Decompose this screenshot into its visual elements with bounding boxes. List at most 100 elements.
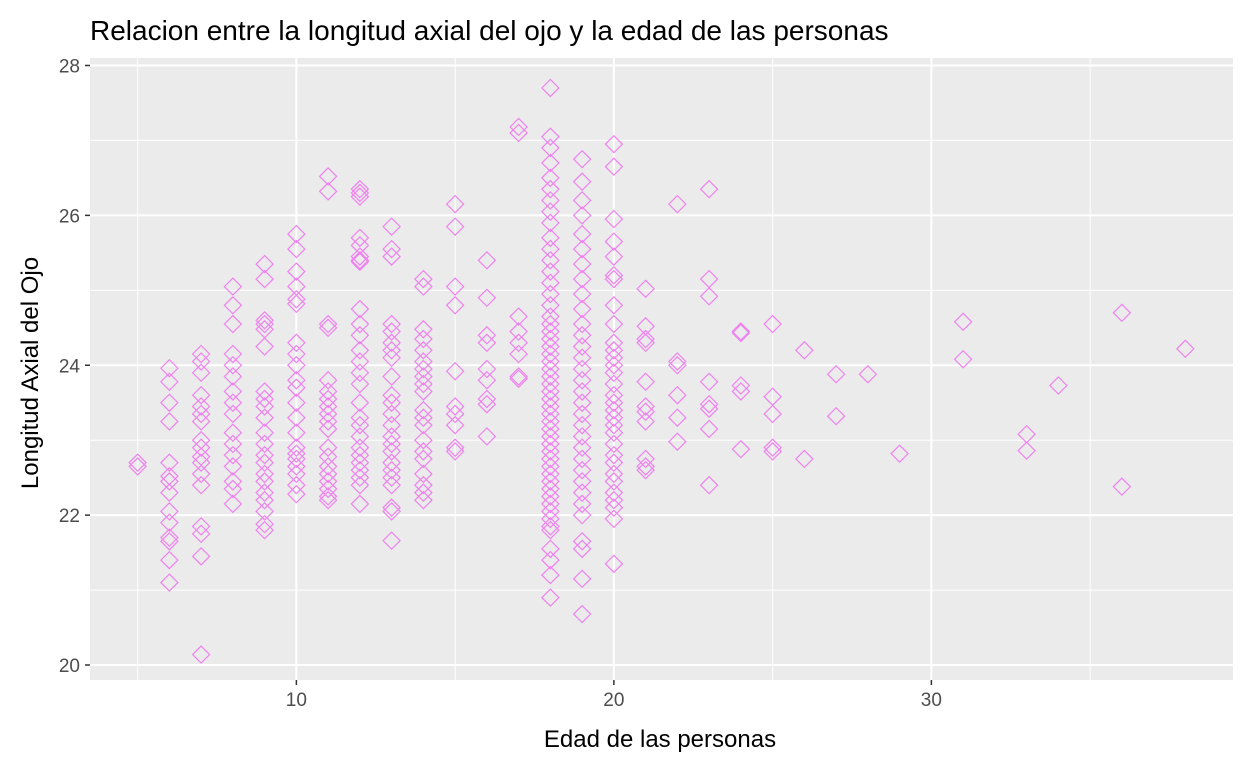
data-point [604,453,624,473]
data-point [160,372,179,392]
data-point [382,217,401,236]
data-point [350,325,370,345]
data-point [572,149,592,169]
data-point [604,209,624,229]
data-point [128,453,147,473]
data-point [541,427,560,446]
data-point [255,445,274,465]
data-point [541,250,560,270]
data-point [191,464,211,484]
data-point [191,524,211,544]
data-point [604,483,624,502]
data-point [318,314,338,334]
data-point [287,438,306,458]
data-point [414,430,433,450]
data-point [604,157,624,177]
data-point [668,352,687,371]
data-point [541,191,560,210]
x-tick-label: 10 [286,690,307,711]
data-point [572,206,592,225]
data-point [572,539,592,559]
data-point [699,419,719,439]
data-point [509,322,528,341]
data-point [160,358,179,378]
data-point [350,247,370,266]
data-point [699,286,719,306]
data-point [636,449,655,469]
data-point [223,404,243,424]
data-point [223,457,243,476]
data-point [604,374,624,394]
data-point [414,359,433,379]
data-point [572,393,592,413]
data-point [318,389,338,409]
data-point [445,295,465,315]
data-point [636,412,655,431]
data-point [287,423,306,443]
data-point [604,333,624,353]
data-point [636,372,655,392]
data-point [477,359,497,379]
data-point [477,250,497,270]
data-point [287,289,306,309]
data-point [541,382,560,401]
data-point [318,472,338,491]
data-point [414,464,433,484]
data-point [541,314,560,334]
data-point [350,340,370,360]
data-point [255,269,274,289]
data-point [541,153,560,173]
data-point [572,191,592,210]
minor-grid [90,58,1233,680]
data-point [541,352,560,371]
data-point [604,490,624,510]
data-point [509,333,528,353]
data-point [287,344,306,364]
data-point [541,502,560,521]
data-point [445,397,465,416]
data-point [763,438,782,458]
data-point [350,468,370,488]
data-point [255,490,274,510]
data-point [255,310,274,330]
data-point [604,472,624,491]
data-point [160,502,179,521]
y-tick-label: 22 [59,506,80,527]
data-point [699,399,719,419]
data-point [541,397,560,416]
data-point [509,123,528,143]
data-point [572,460,592,480]
data-point [287,355,306,375]
data-point [509,344,528,364]
data-point [541,273,560,293]
data-point [572,494,592,514]
data-point [1049,376,1068,395]
data-point [350,460,370,480]
data-point [668,408,687,428]
data-point [541,487,560,506]
data-point [541,442,560,461]
data-point [255,453,274,473]
data-point [287,484,306,504]
data-point [636,333,655,353]
data-point [604,434,624,454]
data-point [541,517,560,536]
data-point [541,479,560,499]
data-point [255,254,274,274]
data-point [350,427,370,446]
data-point [318,419,338,439]
data-point [541,337,560,356]
data-point [255,434,274,454]
data-point [541,588,560,607]
data-point [572,284,592,304]
data-point [572,172,592,191]
data-point [572,325,592,345]
data-point [255,397,274,416]
data-point [763,442,782,461]
data-point [350,299,370,319]
data-point [382,460,401,480]
data-point [414,340,433,360]
data-point [668,432,687,452]
data-point [255,382,274,401]
data-point [223,472,243,491]
